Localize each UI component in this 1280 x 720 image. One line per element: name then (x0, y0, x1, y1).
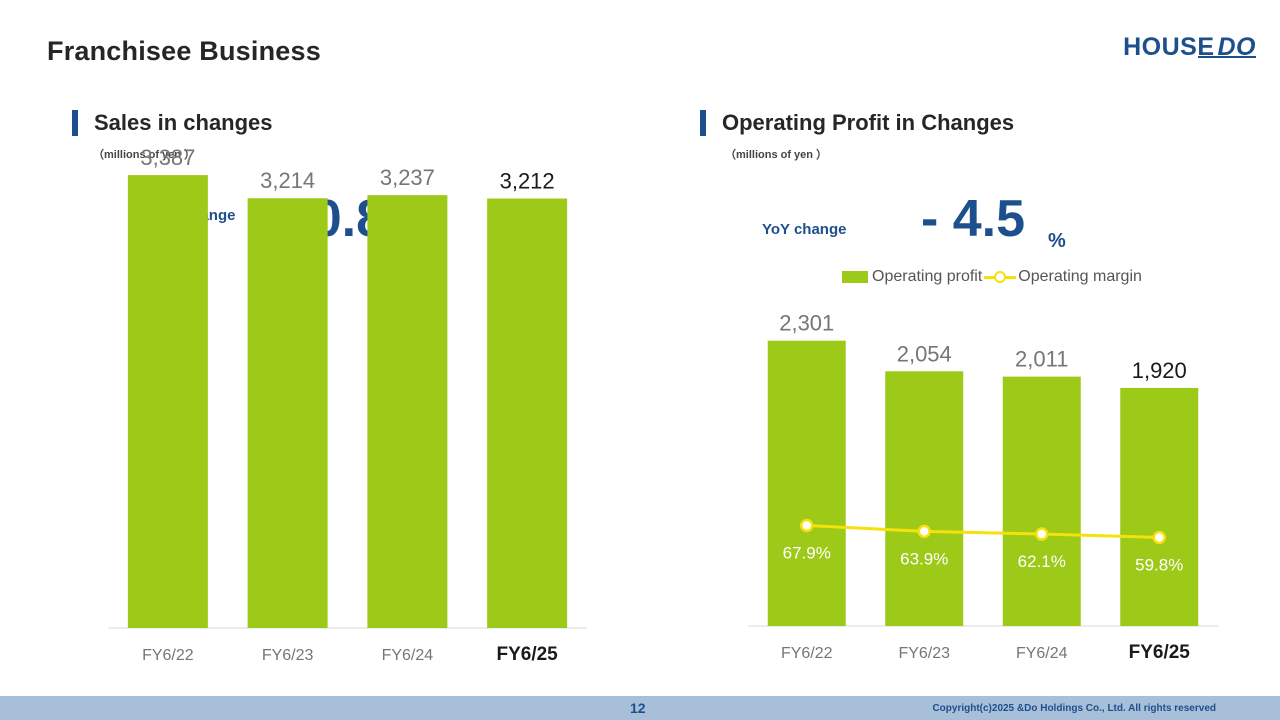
sales-panel: Sales in changes （millions of yen ） YoY … (0, 0, 640, 696)
page-title: Franchisee Business (47, 36, 321, 66)
margin-value-label: 59.8% (1135, 555, 1183, 574)
sales-unit-note: （millions of yen ） (93, 149, 196, 161)
bar-FY6/22 (767, 340, 846, 626)
bar-value-label: 3,387 (140, 145, 195, 170)
x-tick-label: FY6/22 (781, 645, 833, 662)
bar-FY6/25 (487, 198, 568, 629)
sales-section-header: Sales in changes (72, 110, 273, 136)
footer-bar: 12 Copyright(c)2025 &Do Holdings Co., Lt… (0, 696, 1280, 720)
legend-bar-swatch (842, 271, 868, 283)
section-marker (700, 110, 706, 136)
company-logo: HOUSE DO (1123, 33, 1256, 62)
legend-line-label: Operating margin (1018, 268, 1142, 285)
bar-FY6/24 (367, 195, 448, 628)
bar-value-label: 3,212 (500, 169, 555, 194)
bar-FY6/24 (1002, 376, 1081, 626)
margin-point (1035, 527, 1049, 541)
margin-point (1152, 530, 1166, 545)
bar-FY6/25 (1120, 387, 1199, 626)
bar-value-label: 2,011 (1015, 347, 1068, 372)
x-tick-label: FY6/25 (496, 644, 558, 665)
x-tick-label: FY6/24 (1016, 645, 1068, 662)
legend-bar-label: Operating profit (872, 268, 983, 285)
op-profit-panel: Operating Profit in Changes （millions of… (630, 0, 1270, 696)
section-marker (72, 110, 78, 136)
bar-value-label: 2,301 (779, 311, 834, 336)
x-tick-label: FY6/23 (262, 647, 314, 664)
bar-FY6/22 (127, 175, 208, 628)
op-profit-combo-chart: 2,301 FY6/22 2,054 FY6/23 2,011 FY6/24 1,920 FY… (748, 311, 1218, 663)
operating-margin-line (806, 523, 1160, 539)
legend-line-swatch (984, 270, 1017, 284)
bar-value-label: 1,920 (1132, 358, 1187, 383)
op-profit-yoy-label: YoY change (762, 221, 847, 238)
sales-section-title: Sales in changes (94, 110, 273, 135)
op-profit-section-header: Operating Profit in Changes (700, 110, 1014, 136)
bar-FY6/23 (885, 371, 964, 626)
op-profit-section-title: Operating Profit in Changes (722, 110, 1015, 135)
margin-value-label: 62.1% (1018, 552, 1066, 571)
margin-point (800, 518, 814, 533)
op-profit-yoy-value: - 4.5 (921, 190, 1026, 248)
x-tick-label: FY6/25 (1129, 642, 1191, 663)
bar-value-label: 2,054 (897, 341, 952, 366)
chart-legend: Operating profit Operating margin (842, 268, 1142, 286)
bar-value-label: 3,214 (260, 168, 315, 193)
margin-value-label: 63.9% (900, 549, 948, 568)
x-tick-label: FY6/24 (382, 647, 434, 664)
bar-FY6/23 (247, 198, 328, 628)
margin-value-label: 67.9% (783, 543, 831, 562)
x-tick-label: FY6/22 (142, 647, 194, 664)
op-profit-yoy-unit: % (1048, 230, 1066, 252)
margin-point (917, 524, 931, 539)
sales-bar-chart: 3,387 FY6/22 3,214 FY6/23 3,237 FY6/24 3,212 FY… (108, 145, 587, 665)
bar-value-label: 3,237 (380, 165, 435, 190)
page-number: 12 (630, 700, 646, 716)
copyright-text: Copyright(c)2025 &Do Holdings Co., Ltd. … (932, 703, 1216, 714)
logo-text-do: DO (1217, 33, 1256, 61)
op-profit-unit-note: （millions of yen ） (725, 149, 828, 161)
x-tick-label: FY6/23 (898, 645, 950, 662)
